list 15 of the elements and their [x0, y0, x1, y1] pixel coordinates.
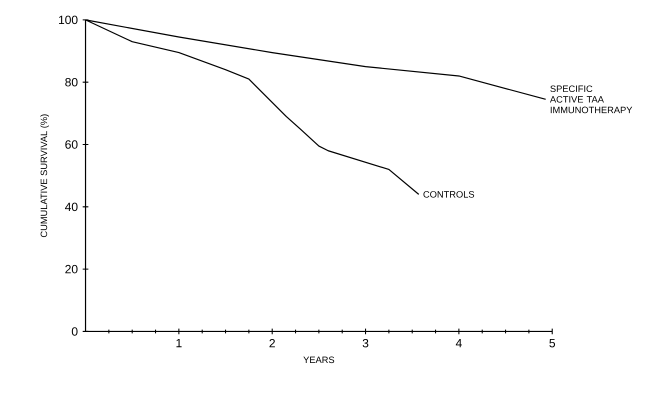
- x-tick-label: 2: [269, 339, 275, 348]
- series-label: CONTROLS: [423, 191, 474, 198]
- y-tick-label: 100: [59, 16, 78, 24]
- y-axis-title: CUMULATIVE SURVIVAL (%): [40, 114, 49, 238]
- x-tick-label: 5: [549, 339, 556, 348]
- x-tick-label: 4: [456, 339, 462, 348]
- x-tick-label: 1: [176, 339, 182, 348]
- y-tick-label: 20: [65, 265, 78, 274]
- y-tick-label: 60: [65, 140, 78, 149]
- y-tick-label: 0: [72, 327, 78, 336]
- y-tick-label: 40: [65, 202, 78, 212]
- series-label: SPECIFIC ACTIVE TAA IMMUNOTHERAPY: [550, 86, 632, 114]
- x-axis-title: YEARS: [303, 356, 334, 364]
- y-tick-label: 80: [65, 78, 78, 87]
- x-tick-label: 3: [362, 339, 368, 348]
